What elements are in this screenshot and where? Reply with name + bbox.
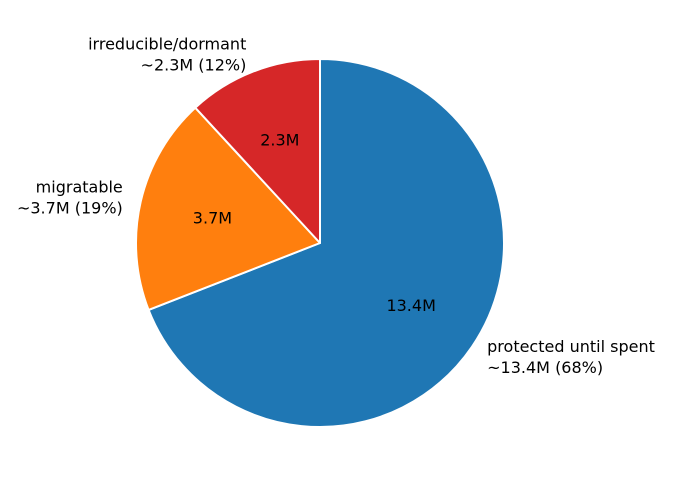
slice-outer-label-line: irreducible/dormant <box>88 34 246 53</box>
slice-outer-label-line: migratable <box>36 178 123 197</box>
slice-value-label: 3.7M <box>193 209 232 228</box>
pie-slice-2 <box>194 58 321 244</box>
pie-slices <box>135 58 505 428</box>
pie-slice-0 <box>147 58 505 428</box>
slice-outer-label-line: ~13.4M (68%) <box>487 358 603 377</box>
slice-outer-label-line: ~2.3M (12%) <box>141 55 247 74</box>
slice-outer-label-line: ~3.7M (19%) <box>17 199 123 218</box>
slice-outer-label: irreducible/dormant ~2.3M (12%) <box>88 34 246 74</box>
slice-outer-label-line: protected until spent <box>487 337 655 356</box>
slice-outer-label: protected until spent ~13.4M (68%) <box>487 337 655 377</box>
pie-slice-1 <box>135 106 321 311</box>
pie-labels: 13.4M protected until spent ~13.4M (68%) 3.… <box>17 34 655 377</box>
slice-value-label: 2.3M <box>260 131 299 150</box>
slice-value-label: 13.4M <box>386 296 435 315</box>
slice-outer-label: migratable ~3.7M (19%) <box>17 178 123 218</box>
